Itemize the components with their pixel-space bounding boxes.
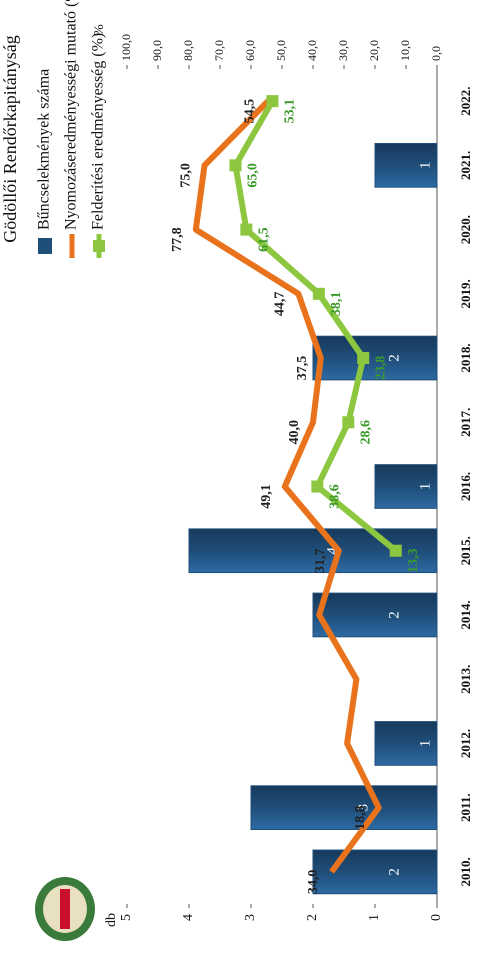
y-tick-label: 2 bbox=[305, 914, 320, 921]
y2-tick-label: 50,0 bbox=[274, 40, 288, 61]
value-label: 34,0 bbox=[306, 870, 321, 895]
x-tick-label: 2013. bbox=[458, 665, 473, 694]
bar bbox=[374, 464, 438, 509]
bar-label: 1 bbox=[417, 483, 433, 491]
value-label: 37,5 bbox=[295, 356, 310, 381]
value-label: 40,0 bbox=[287, 420, 302, 445]
marker bbox=[311, 480, 324, 493]
value-label: 77,8 bbox=[170, 227, 185, 252]
x-tick-label: 2016. bbox=[458, 472, 473, 501]
value-label: 23,8 bbox=[373, 356, 388, 381]
y-tick-label: 1 bbox=[367, 914, 382, 921]
legend-swatch bbox=[38, 238, 52, 254]
value-label: 44,7 bbox=[273, 292, 288, 317]
bar bbox=[374, 721, 438, 766]
chart-title: Gödöllői Rendőrkapitányság bbox=[0, 35, 20, 242]
y2-tick-label: 40,0 bbox=[305, 40, 319, 61]
x-tick-label: 2020. bbox=[458, 215, 473, 244]
y2-tick-label: 100,0 bbox=[119, 34, 133, 61]
legend-label: Nyomozáseredményességi mutató (%) bbox=[63, 0, 80, 230]
value-label: 38,6 bbox=[328, 484, 343, 509]
bar bbox=[312, 592, 438, 638]
bar bbox=[250, 785, 438, 830]
y2-tick-label: 70,0 bbox=[212, 40, 226, 61]
bar-label: 2 bbox=[386, 611, 402, 619]
x-tick-label: 2018. bbox=[458, 343, 473, 372]
bar bbox=[312, 335, 438, 381]
bar-label: 2 bbox=[386, 868, 402, 876]
marker bbox=[357, 352, 370, 365]
value-label: 65,0 bbox=[246, 163, 261, 188]
y2-tick-label: 60,0 bbox=[243, 40, 257, 61]
x-tick-label: 2022. bbox=[458, 86, 473, 115]
rotated-chart: Gödöllői Rendőrkapitányság db % 0123450,… bbox=[0, 0, 473, 941]
y-axis-title: db bbox=[104, 913, 119, 927]
x-tick-label: 2017. bbox=[458, 408, 473, 437]
x-tick-label: 2015. bbox=[458, 536, 473, 565]
x-tick-label: 2012. bbox=[458, 729, 473, 758]
bar bbox=[188, 528, 438, 574]
marker bbox=[266, 95, 279, 108]
legend-swatch bbox=[93, 240, 105, 252]
x-tick-label: 2010. bbox=[458, 857, 473, 886]
line bbox=[232, 99, 398, 554]
y-tick-label: 3 bbox=[243, 914, 258, 921]
value-label: 75,0 bbox=[179, 163, 194, 188]
marker bbox=[342, 416, 355, 429]
marker bbox=[229, 159, 242, 172]
bar-label: 3 bbox=[355, 804, 371, 812]
bar-label: 2 bbox=[386, 354, 402, 362]
bar bbox=[312, 849, 438, 895]
x-tick-label: 2014. bbox=[458, 600, 473, 629]
line bbox=[192, 99, 382, 874]
y2-tick-label: 80,0 bbox=[181, 40, 195, 61]
marker bbox=[389, 544, 402, 557]
legend-label: Felderítési eredményesség (%) bbox=[90, 33, 107, 230]
bar-label: 1 bbox=[417, 162, 433, 170]
logo bbox=[35, 877, 95, 941]
value-label: 61,5 bbox=[257, 227, 272, 252]
marker bbox=[312, 287, 325, 300]
y-tick-label: 4 bbox=[181, 914, 196, 921]
bar bbox=[374, 143, 438, 188]
x-tick-label: 2021. bbox=[458, 151, 473, 180]
y-tick-label: 5 bbox=[119, 914, 134, 921]
marker bbox=[240, 223, 253, 236]
y2-tick-label: 20,0 bbox=[367, 40, 381, 61]
y2-tick-label: 10,0 bbox=[398, 40, 412, 61]
y-tick-label: 0 bbox=[429, 914, 444, 921]
value-label: 28,6 bbox=[359, 420, 374, 445]
legend-label: Bűncselekmények száma bbox=[36, 69, 53, 230]
value-label: 54,5 bbox=[242, 99, 257, 124]
y2-tick-label: 90,0 bbox=[150, 40, 164, 61]
x-tick-label: 2019. bbox=[458, 279, 473, 308]
bar-label: 1 bbox=[417, 740, 433, 748]
bar-label: 4 bbox=[324, 546, 340, 554]
y2-tick-label: 0,0 bbox=[429, 46, 443, 61]
value-label: 13,3 bbox=[406, 548, 421, 573]
value-label: 18,8 bbox=[353, 805, 368, 830]
y2-axis-title: % bbox=[92, 24, 107, 36]
value-label: 31,7 bbox=[313, 548, 328, 573]
y2-tick-label: 30,0 bbox=[336, 40, 350, 61]
value-label: 53,1 bbox=[283, 99, 298, 124]
value-label: 38,1 bbox=[329, 292, 344, 317]
value-label: 49,1 bbox=[259, 484, 274, 509]
x-tick-label: 2011. bbox=[458, 793, 473, 822]
